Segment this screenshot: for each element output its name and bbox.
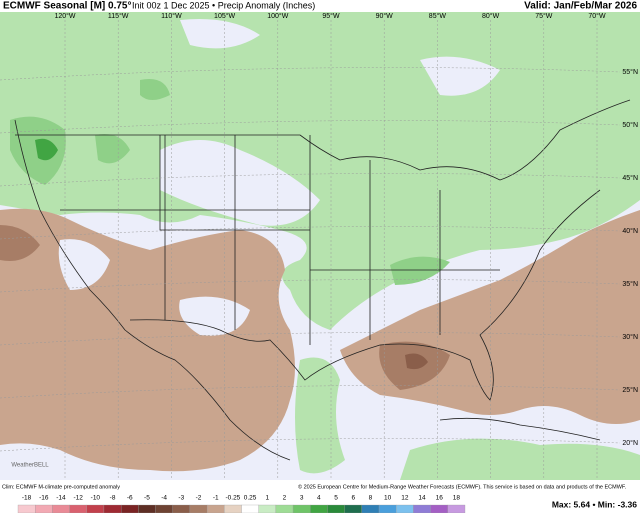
legend-label: 16 (436, 495, 444, 502)
longitude-label: 75°W (535, 12, 553, 20)
legend-label: -18 (22, 495, 32, 502)
near-normal-sw (58, 239, 250, 336)
longitude-label: 115°W (108, 12, 129, 20)
wet-anomaly-max (35, 138, 58, 161)
legend-label: 4 (317, 495, 321, 502)
watermark: WeatherBELL (11, 463, 49, 469)
legend-swatch (327, 504, 345, 514)
legend-swatch (292, 504, 311, 514)
longitude-label: 110°W (161, 12, 182, 20)
latitude-label: 45°N (622, 174, 638, 182)
legend-label: -0.25 (225, 495, 240, 502)
latitude-label: 50°N (622, 121, 638, 129)
climatology-note: Clim: ECMWF M-climate pre-computed anoma… (2, 484, 120, 490)
map: 120°W 115°W 110°W 105°W 100°W 95°W 90°W 85°W 80°… (0, 12, 640, 480)
legend-label: -4 (161, 495, 167, 502)
legend-label: 1 (265, 495, 269, 502)
legend-label: 0.25 (244, 495, 257, 502)
color-legend: -18 -16 -14 -12 -10 -8 -6 -5 -4 -3 -2 -1 -0.25 0.25 1 2… (17, 495, 466, 514)
legend-label: -12 (73, 495, 83, 502)
latitude-label: 40°N (622, 227, 638, 235)
legend-swatch (430, 504, 448, 514)
legend-label: 14 (418, 495, 426, 502)
legend-swatch (396, 504, 414, 514)
legend-label: -14 (56, 495, 66, 502)
legend-label: 18 (453, 495, 461, 502)
legend-label: 8 (369, 495, 373, 502)
legend-label: 3 (300, 495, 304, 502)
legend-swatch (52, 504, 70, 514)
subtitle: Init 00z 1 Dec 2025 • Precip Anomaly (In… (132, 0, 315, 10)
legend-label: -2 (196, 495, 202, 502)
parallel (0, 279, 621, 293)
legend-label: -3 (178, 495, 184, 502)
longitude-label: 95°W (322, 12, 340, 20)
parallel (0, 438, 621, 452)
header-bar (0, 0, 640, 12)
max-min: Max: 5.64 • Min: -3.36 (552, 499, 637, 509)
legend-swatch (86, 504, 105, 514)
latitude-label: 35°N (622, 280, 638, 288)
legend-label: -6 (127, 495, 133, 502)
legend-swatch (103, 504, 122, 514)
latitude-label: 25°N (622, 386, 638, 394)
legend-label: -16 (39, 495, 49, 502)
longitude-label: 100°W (267, 12, 288, 20)
legend-swatch (121, 504, 139, 514)
longitude-label: 80°W (482, 12, 500, 20)
valid-time: Valid: Jan/Feb/Mar 2026 (524, 1, 637, 12)
parallel (0, 332, 621, 346)
legend-swatch (361, 504, 380, 514)
legend-swatch (172, 504, 191, 514)
legend-swatch (310, 504, 328, 514)
legend-swatch (224, 504, 242, 514)
legend-label: 2 (283, 495, 287, 502)
legend-swatch (69, 504, 87, 514)
legend-swatch (138, 504, 156, 514)
legend-swatch (155, 504, 173, 514)
longitude-label: 105°W (214, 12, 235, 20)
legend-swatch (206, 504, 225, 514)
longitude-label: 120°W (54, 12, 75, 20)
longitude-label: 70°W (588, 12, 606, 20)
legend-label: -5 (144, 495, 150, 502)
longitude-label: 90°W (376, 12, 394, 20)
legend-swatch (17, 504, 36, 514)
legend-label: -10 (91, 495, 101, 502)
borders (14, 99, 631, 461)
longitude-label: 85°W (429, 12, 447, 20)
legend-swatch (35, 504, 53, 514)
legend-swatch (447, 504, 466, 514)
near-normal (160, 19, 500, 226)
legend-swatch (189, 504, 208, 514)
legend-swatch (413, 504, 431, 514)
latitude-label: 55°N (622, 68, 638, 76)
latitude-label: 20°N (622, 439, 638, 447)
parallel (0, 67, 621, 81)
credit: © 2025 European Centre for Medium-Range … (298, 483, 627, 490)
legend-label: 10 (384, 495, 392, 502)
parallel (0, 173, 621, 187)
parallel (0, 226, 621, 240)
legend-swatch (275, 504, 294, 514)
legend-label: -8 (110, 495, 116, 502)
dry-anomaly-max (405, 353, 428, 370)
title: ECMWF Seasonal [M] 0.75° (3, 1, 131, 12)
legend-label: -1 (213, 495, 219, 502)
legend-label: 12 (401, 495, 409, 502)
legend-label: 5 (334, 495, 338, 502)
parallel (0, 120, 621, 134)
latitude-label: 30°N (622, 333, 638, 341)
legend-swatch (241, 504, 259, 514)
legend-swatch (344, 504, 362, 514)
legend-swatch (258, 504, 277, 514)
legend-label: 6 (351, 495, 355, 502)
legend-swatch (378, 504, 397, 514)
parallel (0, 385, 621, 399)
